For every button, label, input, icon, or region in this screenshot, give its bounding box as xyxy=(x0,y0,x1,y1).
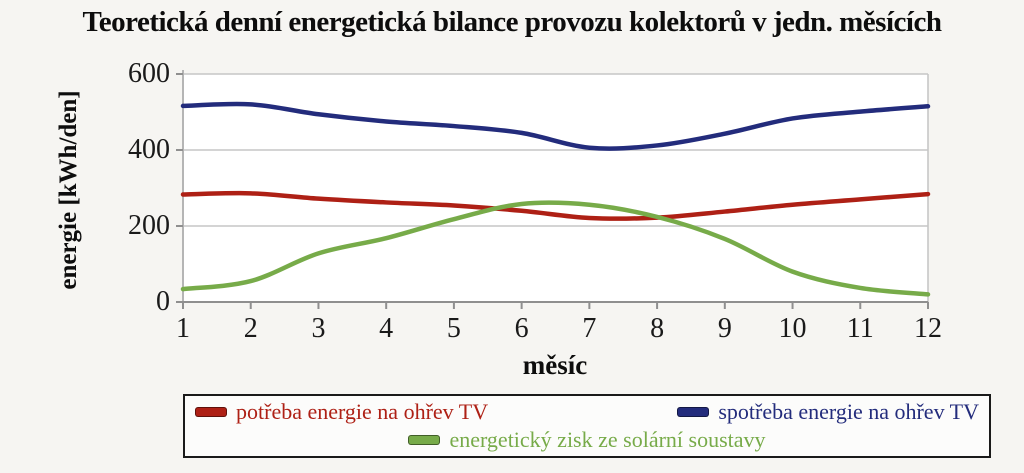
x-tick-label: 11 xyxy=(846,313,874,344)
x-axis-title: měsíc xyxy=(522,350,588,380)
x-tick-label: 8 xyxy=(650,313,665,344)
x-tick-label: 6 xyxy=(514,313,529,344)
legend-label-spotreba: spotřeba energie na ohřev TV xyxy=(718,399,979,424)
x-tick-label: 2 xyxy=(243,313,258,344)
y-axis-title: energie [kWh/den] xyxy=(55,90,82,290)
series-line-0 xyxy=(180,190,931,221)
x-tick-label: 1 xyxy=(176,313,190,344)
blue-line-swatch xyxy=(677,407,710,417)
green-line-swatch xyxy=(408,435,441,445)
x-tick-label: 9 xyxy=(717,313,732,344)
chart-legend: potřeba energie na ohřev TV spotřeba ene… xyxy=(183,394,991,458)
legend-row-2: energetický zisk ze solární soustavy xyxy=(195,426,979,454)
y-tick-label: 600 xyxy=(128,58,170,89)
y-tick-label: 400 xyxy=(128,134,170,165)
legend-label-zisk: energetický zisk ze solární soustavy xyxy=(449,427,766,452)
chart-title: Teoretická denní energetická bilance pro… xyxy=(82,6,942,38)
x-tick-label: 4 xyxy=(379,313,394,344)
plot-area xyxy=(183,74,928,302)
y-tick-label: 200 xyxy=(128,210,170,241)
red-line-swatch xyxy=(195,407,227,417)
x-tick-label: 5 xyxy=(446,313,461,344)
x-tick-label: 10 xyxy=(778,313,807,344)
legend-label-potreba: potřeba energie na ohřev TV xyxy=(236,399,489,424)
legend-item-potreba: potřeba energie na ohřev TV xyxy=(195,398,488,426)
x-tick-label: 12 xyxy=(914,313,942,344)
legend-item-zisk: energetický zisk ze solární soustavy xyxy=(408,426,766,454)
legend-row-1: potřeba energie na ohřev TV spotřeba ene… xyxy=(195,398,979,426)
series-line-1 xyxy=(180,101,931,151)
x-tick-label: 3 xyxy=(311,313,326,344)
y-tick-label: 0 xyxy=(156,286,170,317)
series-line-2 xyxy=(180,200,931,297)
x-tick-label: 7 xyxy=(582,313,597,344)
legend-item-spotreba: spotřeba energie na ohřev TV xyxy=(677,398,979,426)
